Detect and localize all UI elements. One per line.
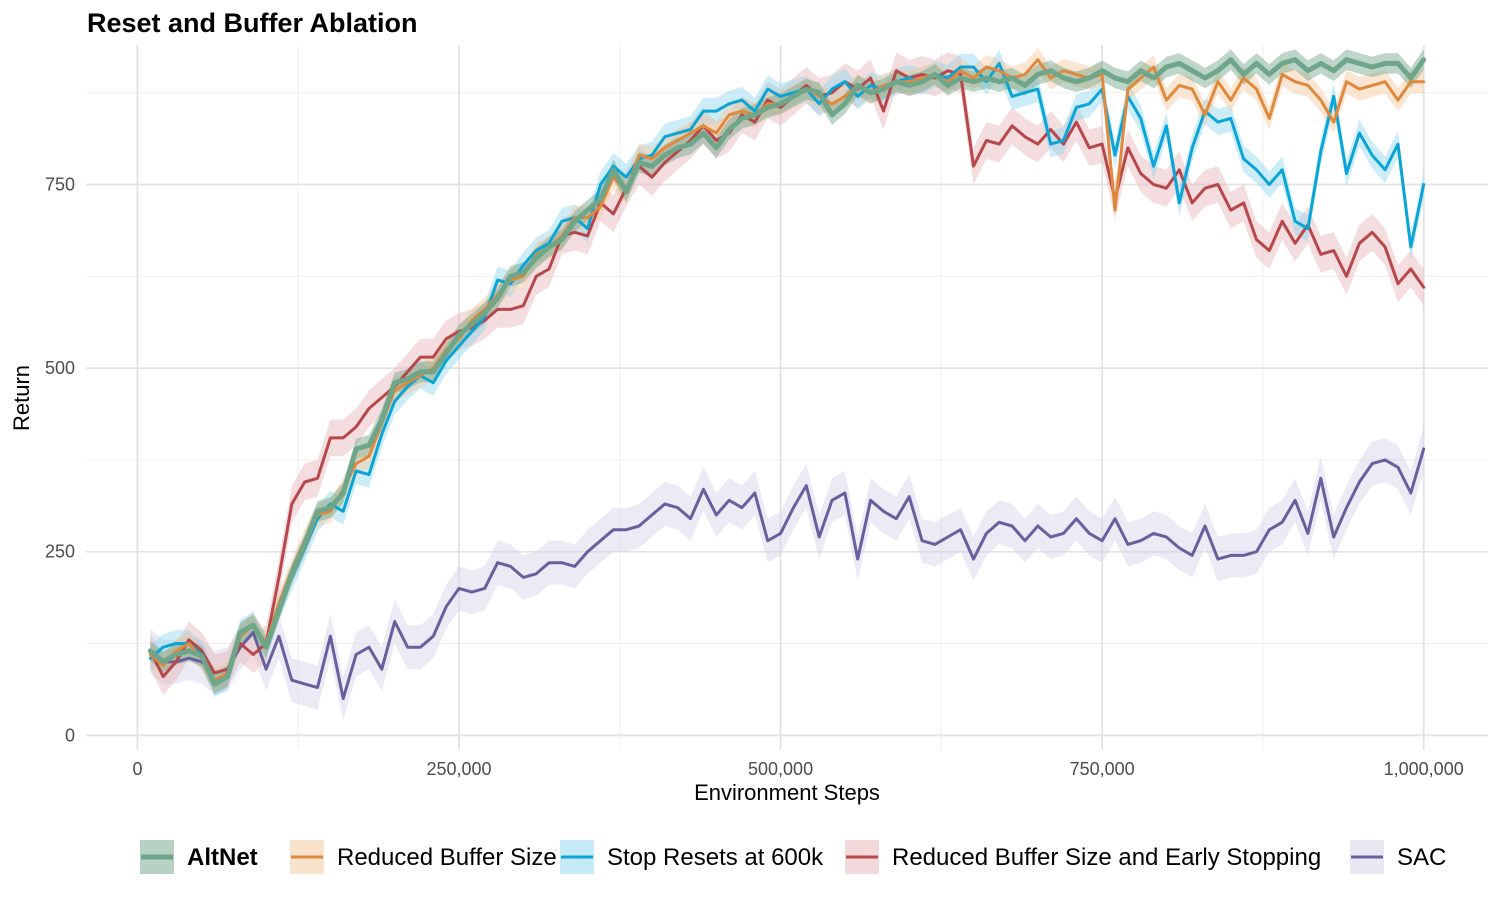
legend-label-reduced-buffer-size-and-early-stopping: Reduced Buffer Size and Early Stopping <box>892 844 1321 871</box>
series-line-sac <box>148 447 1426 701</box>
y-tick-label: 750 <box>45 175 75 195</box>
legend: AltNet Reduced Buffer Size Stop Resets at … <box>140 840 1446 874</box>
series-line-stop-resets-at-600k <box>148 61 1426 686</box>
legend-label-sac: SAC <box>1397 844 1446 871</box>
series-lines <box>147 57 1427 701</box>
y-tick-label: 250 <box>45 542 75 562</box>
x-tick-label: 1,000,000 <box>1384 759 1464 779</box>
x-axis-label: Environment Steps <box>694 780 880 805</box>
x-tick-labels: 0 250,000 500,000 750,000 1,000,000 <box>132 759 1463 779</box>
y-axis-label: Return <box>9 365 34 431</box>
x-tick-label: 500,000 <box>748 759 813 779</box>
chart-title: Reset and Buffer Ablation <box>87 8 418 38</box>
x-tick-label: 0 <box>132 759 142 779</box>
x-tick-label: 250,000 <box>426 759 491 779</box>
x-tick-label: 750,000 <box>1070 759 1135 779</box>
y-tick-labels: 0 250 500 750 <box>45 175 75 746</box>
grid <box>86 45 1488 750</box>
band-altnet <box>150 49 1424 695</box>
legend-label-altnet: AltNet <box>187 844 258 871</box>
y-tick-label: 0 <box>65 725 75 745</box>
legend-label-reduced-buffer-size: Reduced Buffer Size <box>337 844 557 871</box>
legend-label-stop-resets-at-600k: Stop Resets at 600k <box>607 844 824 871</box>
y-tick-label: 500 <box>45 358 75 378</box>
series-line-altnet <box>147 57 1427 687</box>
